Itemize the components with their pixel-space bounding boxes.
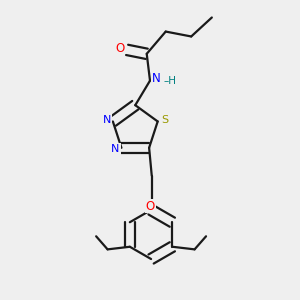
- Text: –H: –H: [164, 76, 177, 86]
- Text: O: O: [115, 42, 124, 56]
- Text: N: N: [152, 71, 161, 85]
- Text: O: O: [146, 200, 155, 212]
- Text: N: N: [103, 115, 111, 125]
- Text: N: N: [111, 144, 120, 154]
- Text: S: S: [161, 115, 168, 125]
